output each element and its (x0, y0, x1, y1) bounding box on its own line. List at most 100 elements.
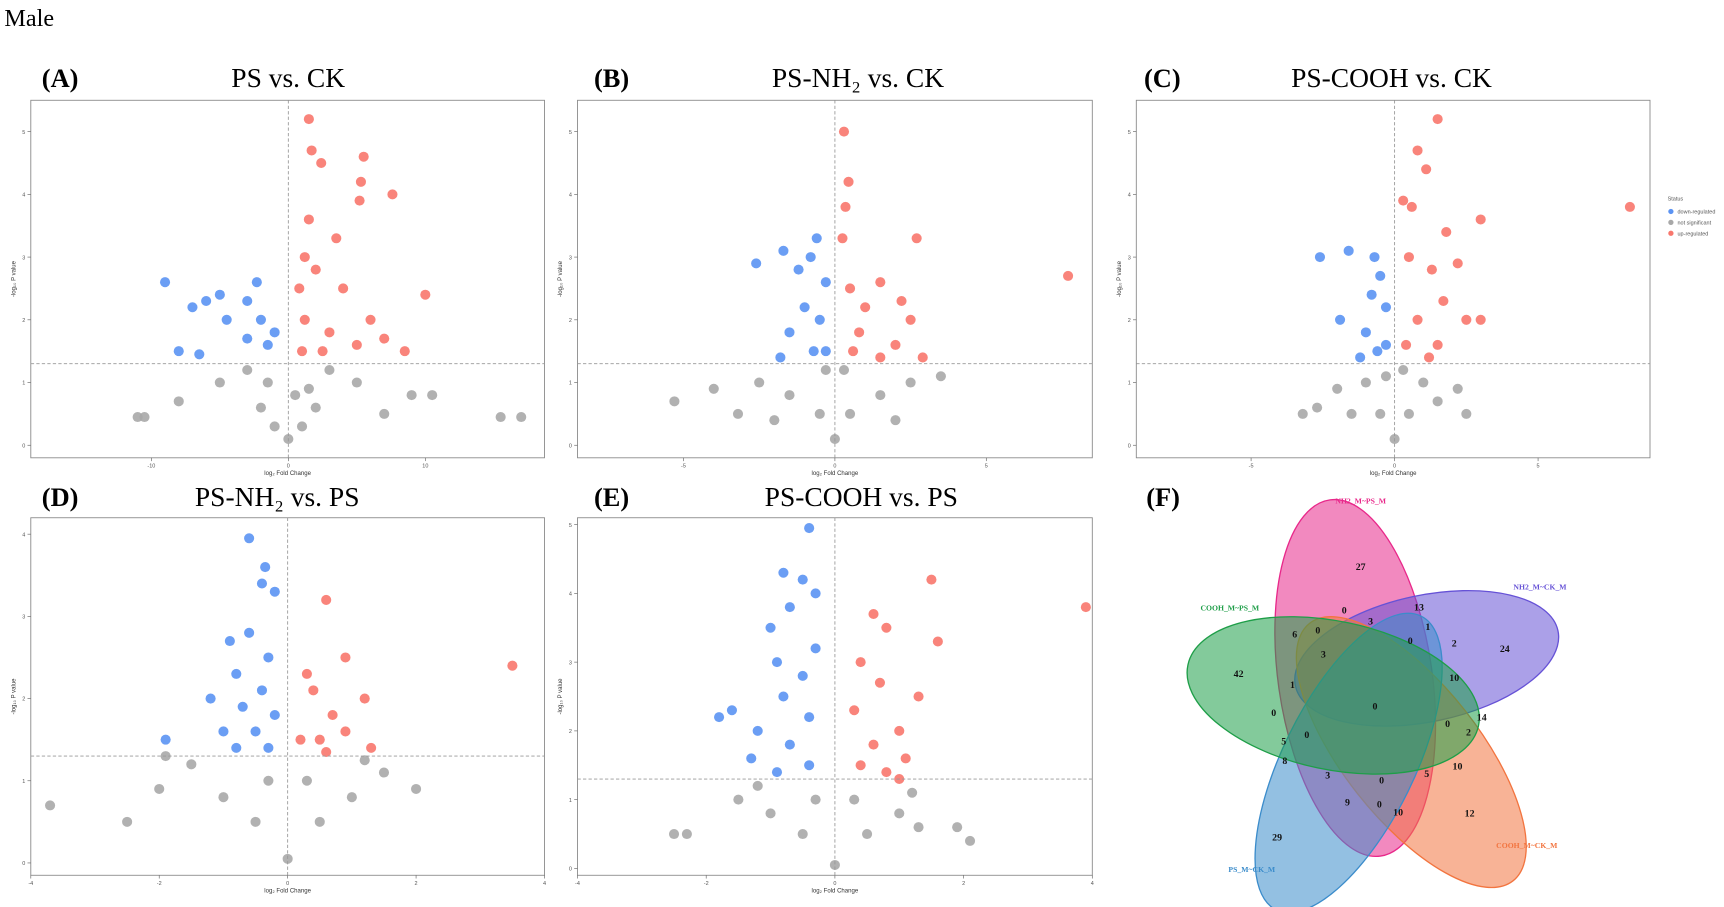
y-tick-label: 4 (22, 532, 25, 538)
point (964, 835, 976, 846)
point (1398, 364, 1409, 376)
venn-count: 0 (1379, 776, 1384, 787)
venn-count: 0 (1342, 606, 1347, 617)
point (303, 114, 314, 125)
point (1475, 214, 1486, 225)
point (890, 415, 901, 426)
point (913, 691, 924, 702)
point (255, 402, 266, 413)
y-tick-label: 2 (22, 318, 25, 324)
point (874, 677, 886, 688)
x-tick-label: -2 (704, 881, 709, 887)
point (1406, 201, 1417, 212)
point (355, 176, 366, 187)
venn-count: 27 (1356, 562, 1366, 573)
venn-count: 0 (1377, 800, 1382, 811)
venn-count: 3 (1325, 770, 1330, 781)
venn-count: 13 (1414, 602, 1424, 613)
point (1297, 408, 1308, 419)
point (1332, 383, 1343, 394)
x-tick-label: 0 (833, 464, 836, 470)
point (321, 594, 332, 605)
point (765, 622, 776, 633)
point (231, 668, 242, 679)
plot-frame (1135, 99, 1651, 459)
point (814, 408, 825, 419)
y-axis-label: -log₁₀ P value (11, 678, 17, 715)
panel-label: (F) (1146, 483, 1180, 512)
point (1375, 408, 1386, 419)
point (366, 742, 377, 753)
point (201, 295, 212, 307)
point (378, 767, 390, 778)
point (855, 657, 866, 668)
point (862, 829, 873, 840)
point (669, 396, 680, 407)
x-tick-label: 0 (833, 881, 836, 887)
point (324, 327, 335, 338)
point (771, 657, 783, 668)
point (799, 302, 810, 313)
point (159, 277, 171, 288)
y-tick-label: 0 (569, 867, 572, 873)
point (1380, 302, 1392, 313)
point (331, 233, 342, 244)
x-tick-label: 5 (985, 464, 988, 470)
point (262, 377, 273, 388)
point (765, 808, 776, 819)
venn-count: 24 (1500, 644, 1510, 655)
point (354, 195, 365, 206)
plot-frame (30, 99, 545, 459)
point (269, 586, 280, 597)
point (327, 709, 338, 721)
point (829, 859, 840, 870)
point (314, 734, 325, 745)
point (1438, 295, 1449, 307)
point (932, 636, 943, 647)
point (186, 759, 197, 770)
point (269, 327, 280, 338)
point (1432, 114, 1443, 125)
point (881, 767, 892, 778)
point (379, 408, 390, 419)
point (733, 794, 744, 805)
venn-count: 14 (1477, 713, 1487, 724)
point (154, 783, 165, 794)
figure-title: Male (4, 6, 54, 32)
venn-count: 5 (1281, 737, 1286, 748)
point (316, 157, 327, 169)
x-tick-label: -10 (147, 464, 155, 470)
point (1366, 289, 1377, 300)
point (317, 346, 328, 357)
point (840, 201, 851, 212)
point (299, 252, 310, 263)
point (296, 421, 308, 432)
point (952, 822, 963, 833)
x-tick-label: 10 (422, 464, 428, 470)
point (844, 283, 856, 294)
point (1421, 164, 1432, 175)
point (1461, 408, 1472, 419)
point (1398, 195, 1409, 206)
point (1346, 408, 1357, 419)
point (231, 742, 242, 753)
point (820, 364, 831, 376)
point (1372, 346, 1383, 357)
y-tick-label: 1 (22, 381, 25, 387)
point (1475, 314, 1486, 325)
y-axis-label: -log₁₀ P value (558, 678, 564, 715)
point (771, 767, 783, 778)
venn-count: 29 (1272, 832, 1282, 843)
point (793, 264, 804, 275)
point (427, 390, 438, 401)
point (890, 339, 901, 350)
point (224, 636, 235, 647)
point (194, 349, 205, 360)
venn-count: 12 (1465, 808, 1475, 819)
panel-label: (C) (1144, 64, 1181, 93)
y-tick-label: 2 (1128, 318, 1131, 324)
point (359, 755, 370, 766)
point (1355, 352, 1366, 363)
legend-label: up-regulated (1678, 231, 1709, 237)
panel-title: PS-COOH vs. CK (1291, 63, 1492, 93)
